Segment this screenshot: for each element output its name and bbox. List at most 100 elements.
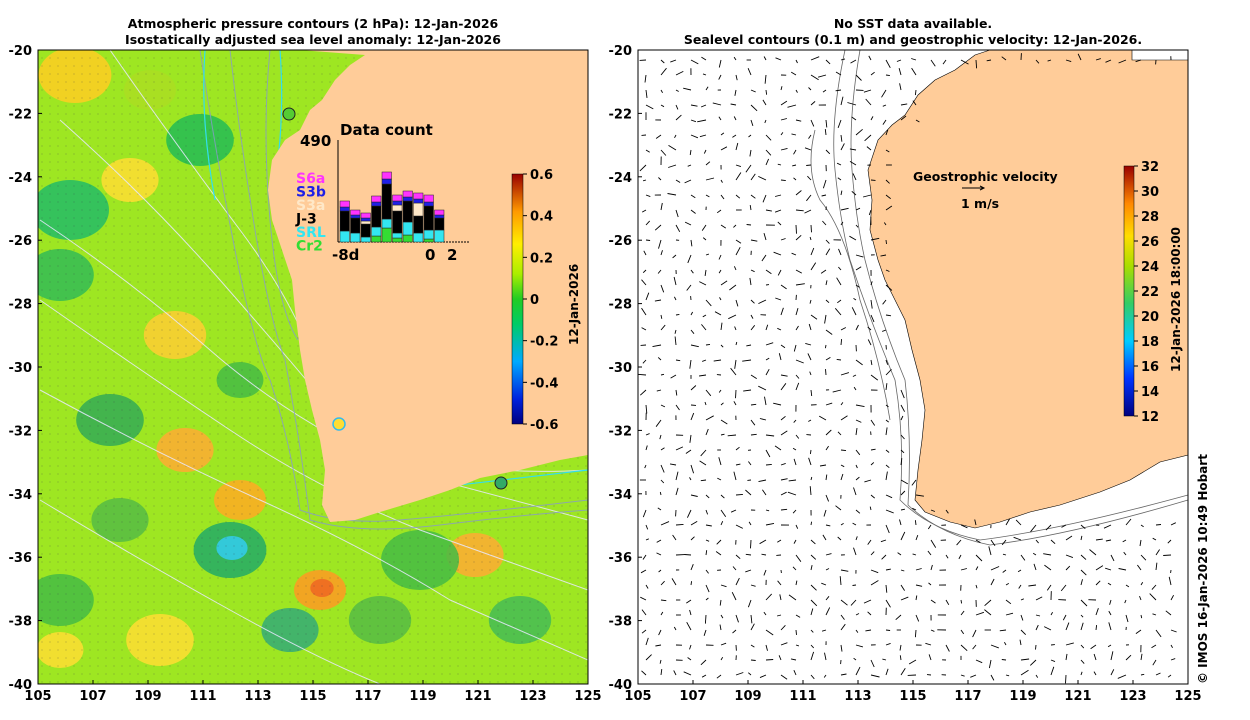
velocity-arrow <box>645 220 651 226</box>
velocity-arrow <box>810 651 815 661</box>
velocity-arrow <box>990 644 999 649</box>
velocity-arrow <box>690 209 696 214</box>
data-count-bar-segment <box>350 209 361 216</box>
right-colorbar-tick-label: 20 <box>1141 310 1159 325</box>
velocity-arrow <box>885 471 888 481</box>
velocity-arrow <box>853 657 857 661</box>
velocity-arrow <box>763 232 767 241</box>
velocity-arrow <box>759 674 767 679</box>
velocity-arrow <box>705 161 711 166</box>
velocity-arrow <box>868 55 872 61</box>
velocity-arrow <box>822 220 827 226</box>
velocity-arrow <box>810 554 817 560</box>
velocity-arrow <box>817 74 827 78</box>
left-x-tick-label: 121 <box>464 689 491 704</box>
velocity-arrow <box>764 396 767 406</box>
velocity-arrow <box>689 359 692 369</box>
velocity-arrow <box>765 324 769 331</box>
velocity-arrow <box>684 554 692 556</box>
velocity-arrow <box>720 224 727 229</box>
right-x-tick-label: 111 <box>789 689 816 704</box>
velocity-arrow <box>750 433 757 436</box>
left-colorbar-tick-label: 0.2 <box>530 251 553 266</box>
velocity-arrow <box>733 401 737 406</box>
velocity-arrow <box>1001 539 1007 546</box>
right-title-line1: No SST data available. <box>833 16 993 31</box>
velocity-arrow <box>780 430 788 436</box>
velocity-arrow <box>870 551 875 556</box>
velocity-arrow <box>1109 599 1112 605</box>
velocity-arrow <box>885 524 890 534</box>
velocity-arrow <box>750 325 756 331</box>
velocity-arrow <box>885 314 892 317</box>
velocity-arrow <box>925 642 932 646</box>
velocity-arrow <box>699 460 707 466</box>
velocity-arrow <box>690 104 698 107</box>
velocity-arrow <box>765 342 774 346</box>
velocity-arrow <box>762 99 767 106</box>
velocity-arrow <box>660 404 666 408</box>
velocity-arrow <box>675 104 679 110</box>
velocity-arrow <box>960 644 968 652</box>
velocity-arrow <box>810 314 818 320</box>
velocity-arrow <box>885 404 889 408</box>
velocity-arrow <box>660 521 670 526</box>
velocity-arrow <box>690 119 697 123</box>
velocity-arrow <box>705 509 709 515</box>
velocity-arrow <box>1090 644 1097 650</box>
velocity-arrow <box>1125 614 1129 623</box>
velocity-arrow <box>822 179 827 189</box>
velocity-arrow <box>1050 666 1055 676</box>
velocity-arrow <box>780 307 784 316</box>
velocity-arrow <box>1050 659 1056 663</box>
velocity-arrow <box>645 524 649 530</box>
velocity-arrow <box>658 569 662 573</box>
velocity-arrow <box>750 374 757 379</box>
velocity-arrow <box>750 194 756 199</box>
velocity-arrow <box>915 614 920 622</box>
velocity-arrow <box>885 383 888 391</box>
velocity-arrow <box>1123 551 1127 556</box>
velocity-arrow <box>821 629 827 632</box>
velocity-arrow <box>716 674 722 679</box>
velocity-arrow <box>867 339 872 346</box>
velocity-arrow <box>835 71 842 76</box>
velocity-arrow <box>758 175 767 181</box>
velocity-arrow <box>720 146 728 151</box>
velocity-arrow <box>1020 554 1026 561</box>
velocity-arrow <box>765 134 772 141</box>
velocity-arrow <box>990 539 996 547</box>
velocity-arrow <box>855 284 860 288</box>
velocity-arrow <box>809 299 812 304</box>
velocity-arrow <box>719 599 722 606</box>
velocity-arrow <box>840 207 849 211</box>
velocity-arrow <box>735 672 744 676</box>
velocity-arrow <box>735 554 741 560</box>
velocity-arrow <box>645 538 649 541</box>
data-count-bar-segment <box>434 229 445 243</box>
velocity-arrow <box>780 674 788 680</box>
left-axes: 105 107 109 111 113 115 117 119 121 123 125 -20 -22 -… <box>9 44 602 704</box>
velocity-arrow <box>639 164 647 172</box>
velocity-arrow <box>810 565 813 571</box>
velocity-arrow <box>748 672 752 676</box>
velocity-arrow <box>825 149 831 155</box>
velocity-arrow <box>1032 552 1037 556</box>
velocity-arrow <box>700 479 707 482</box>
velocity-arrow <box>697 119 707 123</box>
velocity-arrow <box>1080 644 1085 649</box>
velocity-arrow <box>1065 653 1068 661</box>
velocity-arrow <box>750 119 754 127</box>
velocity-arrow <box>705 584 710 593</box>
data-count-bar-segment <box>423 229 434 240</box>
velocity-arrow <box>1080 614 1084 618</box>
velocity-arrow <box>720 433 725 436</box>
velocity-arrow <box>795 629 797 635</box>
velocity-arrow <box>1065 674 1067 684</box>
velocity-arrow <box>675 523 684 526</box>
velocity-arrow <box>684 179 692 184</box>
velocity-arrow <box>1020 658 1030 661</box>
velocity-arrow <box>1080 599 1088 607</box>
velocity-arrow <box>717 477 722 481</box>
velocity-arrow <box>809 486 812 496</box>
